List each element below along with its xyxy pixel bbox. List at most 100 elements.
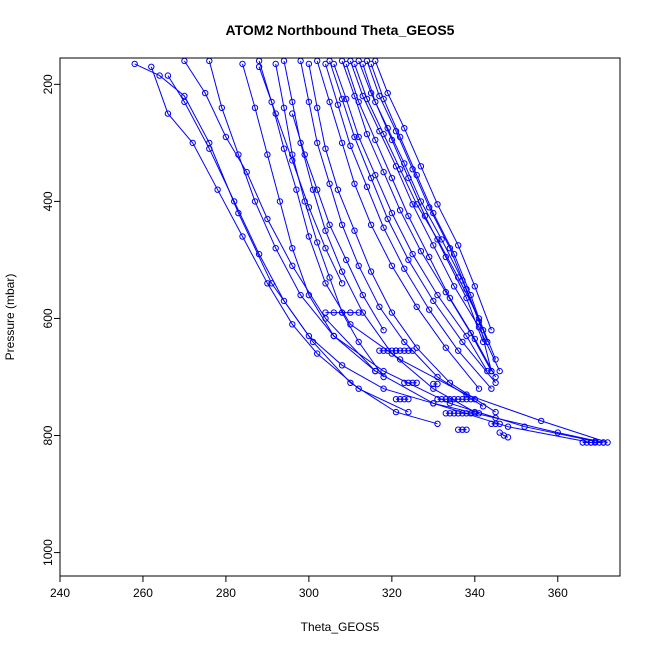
data-point	[351, 133, 358, 141]
data-point	[405, 174, 412, 182]
data-point	[587, 439, 595, 446]
y-tick-label: 200	[41, 74, 55, 94]
data-point	[388, 174, 396, 182]
data-point	[376, 347, 383, 354]
data-point	[467, 329, 474, 337]
series-8	[272, 60, 387, 381]
data-point	[264, 280, 271, 287]
data-point	[475, 385, 483, 392]
data-point	[579, 439, 586, 446]
data-point	[484, 338, 491, 346]
data-point	[280, 104, 288, 112]
x-tick-label: 360	[548, 586, 568, 600]
series-29	[392, 347, 416, 354]
series-37	[579, 439, 607, 446]
data-point	[218, 104, 226, 112]
series-line	[275, 63, 385, 378]
data-point	[164, 110, 172, 117]
data-point	[359, 291, 366, 299]
series-32	[430, 380, 441, 388]
data-point	[376, 303, 383, 310]
data-point	[413, 303, 420, 310]
data-point	[434, 420, 441, 427]
data-point	[268, 98, 275, 106]
data-point	[314, 186, 321, 193]
data-point	[504, 434, 512, 441]
data-point	[289, 98, 296, 106]
data-point	[484, 367, 491, 375]
data-point	[305, 291, 313, 299]
data-point	[450, 396, 458, 403]
data-point	[355, 262, 362, 269]
data-point	[264, 151, 271, 158]
y-tick-label: 400	[41, 191, 55, 211]
data-point	[380, 367, 387, 375]
data-point	[405, 212, 412, 220]
data-point	[367, 60, 375, 68]
series-line	[374, 60, 492, 331]
data-point	[305, 233, 313, 240]
data-point	[401, 347, 408, 354]
data-point	[492, 420, 499, 427]
data-point	[367, 221, 375, 229]
series-line	[308, 63, 496, 413]
data-point	[255, 63, 263, 71]
data-point	[434, 201, 441, 208]
x-axis-label: Theta_GEOS5	[301, 620, 380, 634]
data-point	[583, 439, 590, 446]
data-point	[272, 245, 279, 252]
data-point	[276, 198, 284, 205]
data-point	[459, 396, 466, 403]
data-point	[355, 133, 362, 141]
data-point	[496, 429, 503, 436]
data-point	[488, 367, 495, 375]
data-point	[338, 362, 346, 369]
series-line	[208, 60, 596, 442]
series-layer	[131, 58, 611, 446]
data-point	[455, 426, 462, 433]
series-line	[354, 63, 497, 360]
data-point	[396, 207, 404, 214]
data-point	[239, 233, 246, 240]
data-point	[442, 396, 449, 403]
y-tick-label: 1000	[41, 539, 55, 566]
data-point	[272, 110, 279, 117]
data-point	[471, 335, 478, 343]
data-point	[405, 256, 412, 264]
data-point	[392, 347, 400, 354]
data-point	[388, 309, 396, 316]
data-point	[463, 332, 470, 340]
series-31	[401, 379, 420, 386]
series-23	[367, 60, 491, 346]
data-point	[305, 60, 313, 68]
series-28	[376, 347, 400, 354]
data-point	[351, 60, 358, 68]
series-line	[316, 60, 480, 390]
data-point	[388, 136, 396, 144]
data-point	[380, 373, 387, 381]
series-1	[131, 60, 441, 427]
data-point	[264, 215, 271, 223]
data-point	[301, 198, 308, 205]
data-point	[442, 344, 449, 351]
series-3	[164, 72, 607, 446]
data-point	[289, 245, 296, 252]
data-point	[322, 60, 329, 68]
data-point	[488, 420, 495, 427]
data-point	[380, 347, 387, 354]
data-point	[392, 408, 400, 416]
data-point	[301, 151, 308, 158]
data-point	[434, 373, 441, 381]
data-point	[467, 410, 474, 417]
data-point	[504, 423, 512, 430]
data-point	[231, 198, 238, 205]
series-line	[291, 113, 385, 331]
data-point	[314, 350, 321, 357]
data-point	[417, 163, 425, 170]
data-point	[189, 139, 196, 147]
data-point	[380, 168, 387, 176]
data-point	[380, 95, 387, 103]
data-point	[434, 236, 441, 243]
series-13	[322, 60, 495, 392]
data-point	[214, 186, 221, 193]
